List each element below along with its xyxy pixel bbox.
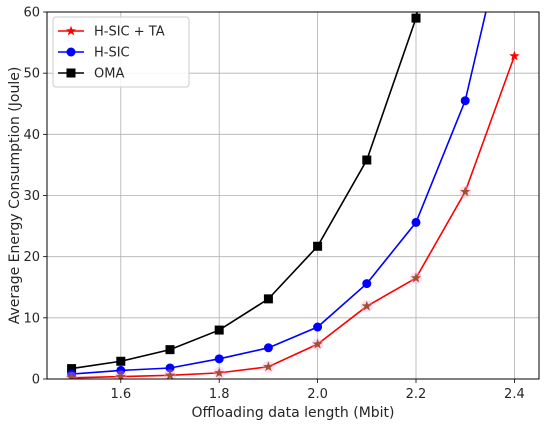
star-marker [115, 371, 126, 379]
square-marker [116, 356, 126, 366]
square-marker [165, 345, 175, 355]
legend-entry: OMA [58, 67, 124, 82]
series-square [67, 12, 421, 374]
square-marker [313, 241, 323, 251]
circle-marker [66, 47, 76, 57]
y-axis-label: Average Energy Consumption (Joule) [7, 67, 23, 325]
x-tick-label: 1.6 [110, 387, 131, 402]
circle-marker [313, 322, 323, 332]
series-line [71, 55, 516, 379]
y-tick-label: 20 [23, 250, 40, 265]
series-star [65, 50, 520, 379]
square-marker [411, 13, 421, 23]
square-marker [67, 364, 77, 374]
legend-label: H-SIC + TA [94, 25, 165, 40]
legend-label: H-SIC [94, 46, 130, 61]
x-axis-label: Offloading data length (Mbit) [191, 405, 394, 421]
legend-entry: H-SIC [58, 46, 130, 61]
y-tick-label: 50 [23, 67, 40, 82]
y-tick-label: 30 [23, 189, 40, 204]
x-tick-label: 2.2 [406, 387, 427, 402]
circle-marker [362, 279, 372, 289]
y-tick-label: 60 [23, 6, 40, 21]
series-line [71, 12, 487, 375]
x-tick-label: 2.4 [504, 387, 525, 402]
circle-marker [165, 363, 175, 373]
square-marker [66, 68, 76, 78]
star-marker [460, 186, 471, 197]
star-marker [263, 361, 274, 372]
circle-marker [263, 343, 273, 353]
circle-marker [411, 217, 421, 227]
star-marker [65, 25, 77, 36]
y-tick-label: 0 [32, 373, 40, 388]
star-marker [312, 338, 323, 349]
circle-marker [214, 354, 224, 364]
legend-box [52, 16, 190, 88]
star-marker [214, 367, 225, 378]
star-marker [509, 50, 520, 61]
legend-entry: H-SIC + TA [58, 25, 165, 40]
star-marker [361, 300, 372, 311]
x-tick-label: 2.0 [307, 387, 328, 402]
circle-marker [116, 365, 126, 375]
axis-ticks: 1.6 1.8 2.0 2.2 2.4 0 10 20 30 40 50 60 [23, 6, 524, 403]
square-marker [263, 294, 273, 304]
series-group [65, 12, 520, 379]
y-tick-label: 10 [23, 311, 40, 326]
star-marker [164, 369, 176, 379]
y-tick-label: 40 [23, 128, 40, 143]
square-marker [362, 155, 372, 165]
circle-marker [460, 96, 470, 106]
series-circle [67, 12, 487, 379]
x-tick-label: 1.8 [209, 387, 230, 402]
star-marker [410, 272, 422, 283]
star-marker [66, 372, 77, 379]
legend: H-SIC + TA H-SIC OMA [52, 16, 190, 88]
square-marker [214, 325, 224, 335]
legend-label: OMA [94, 67, 124, 82]
